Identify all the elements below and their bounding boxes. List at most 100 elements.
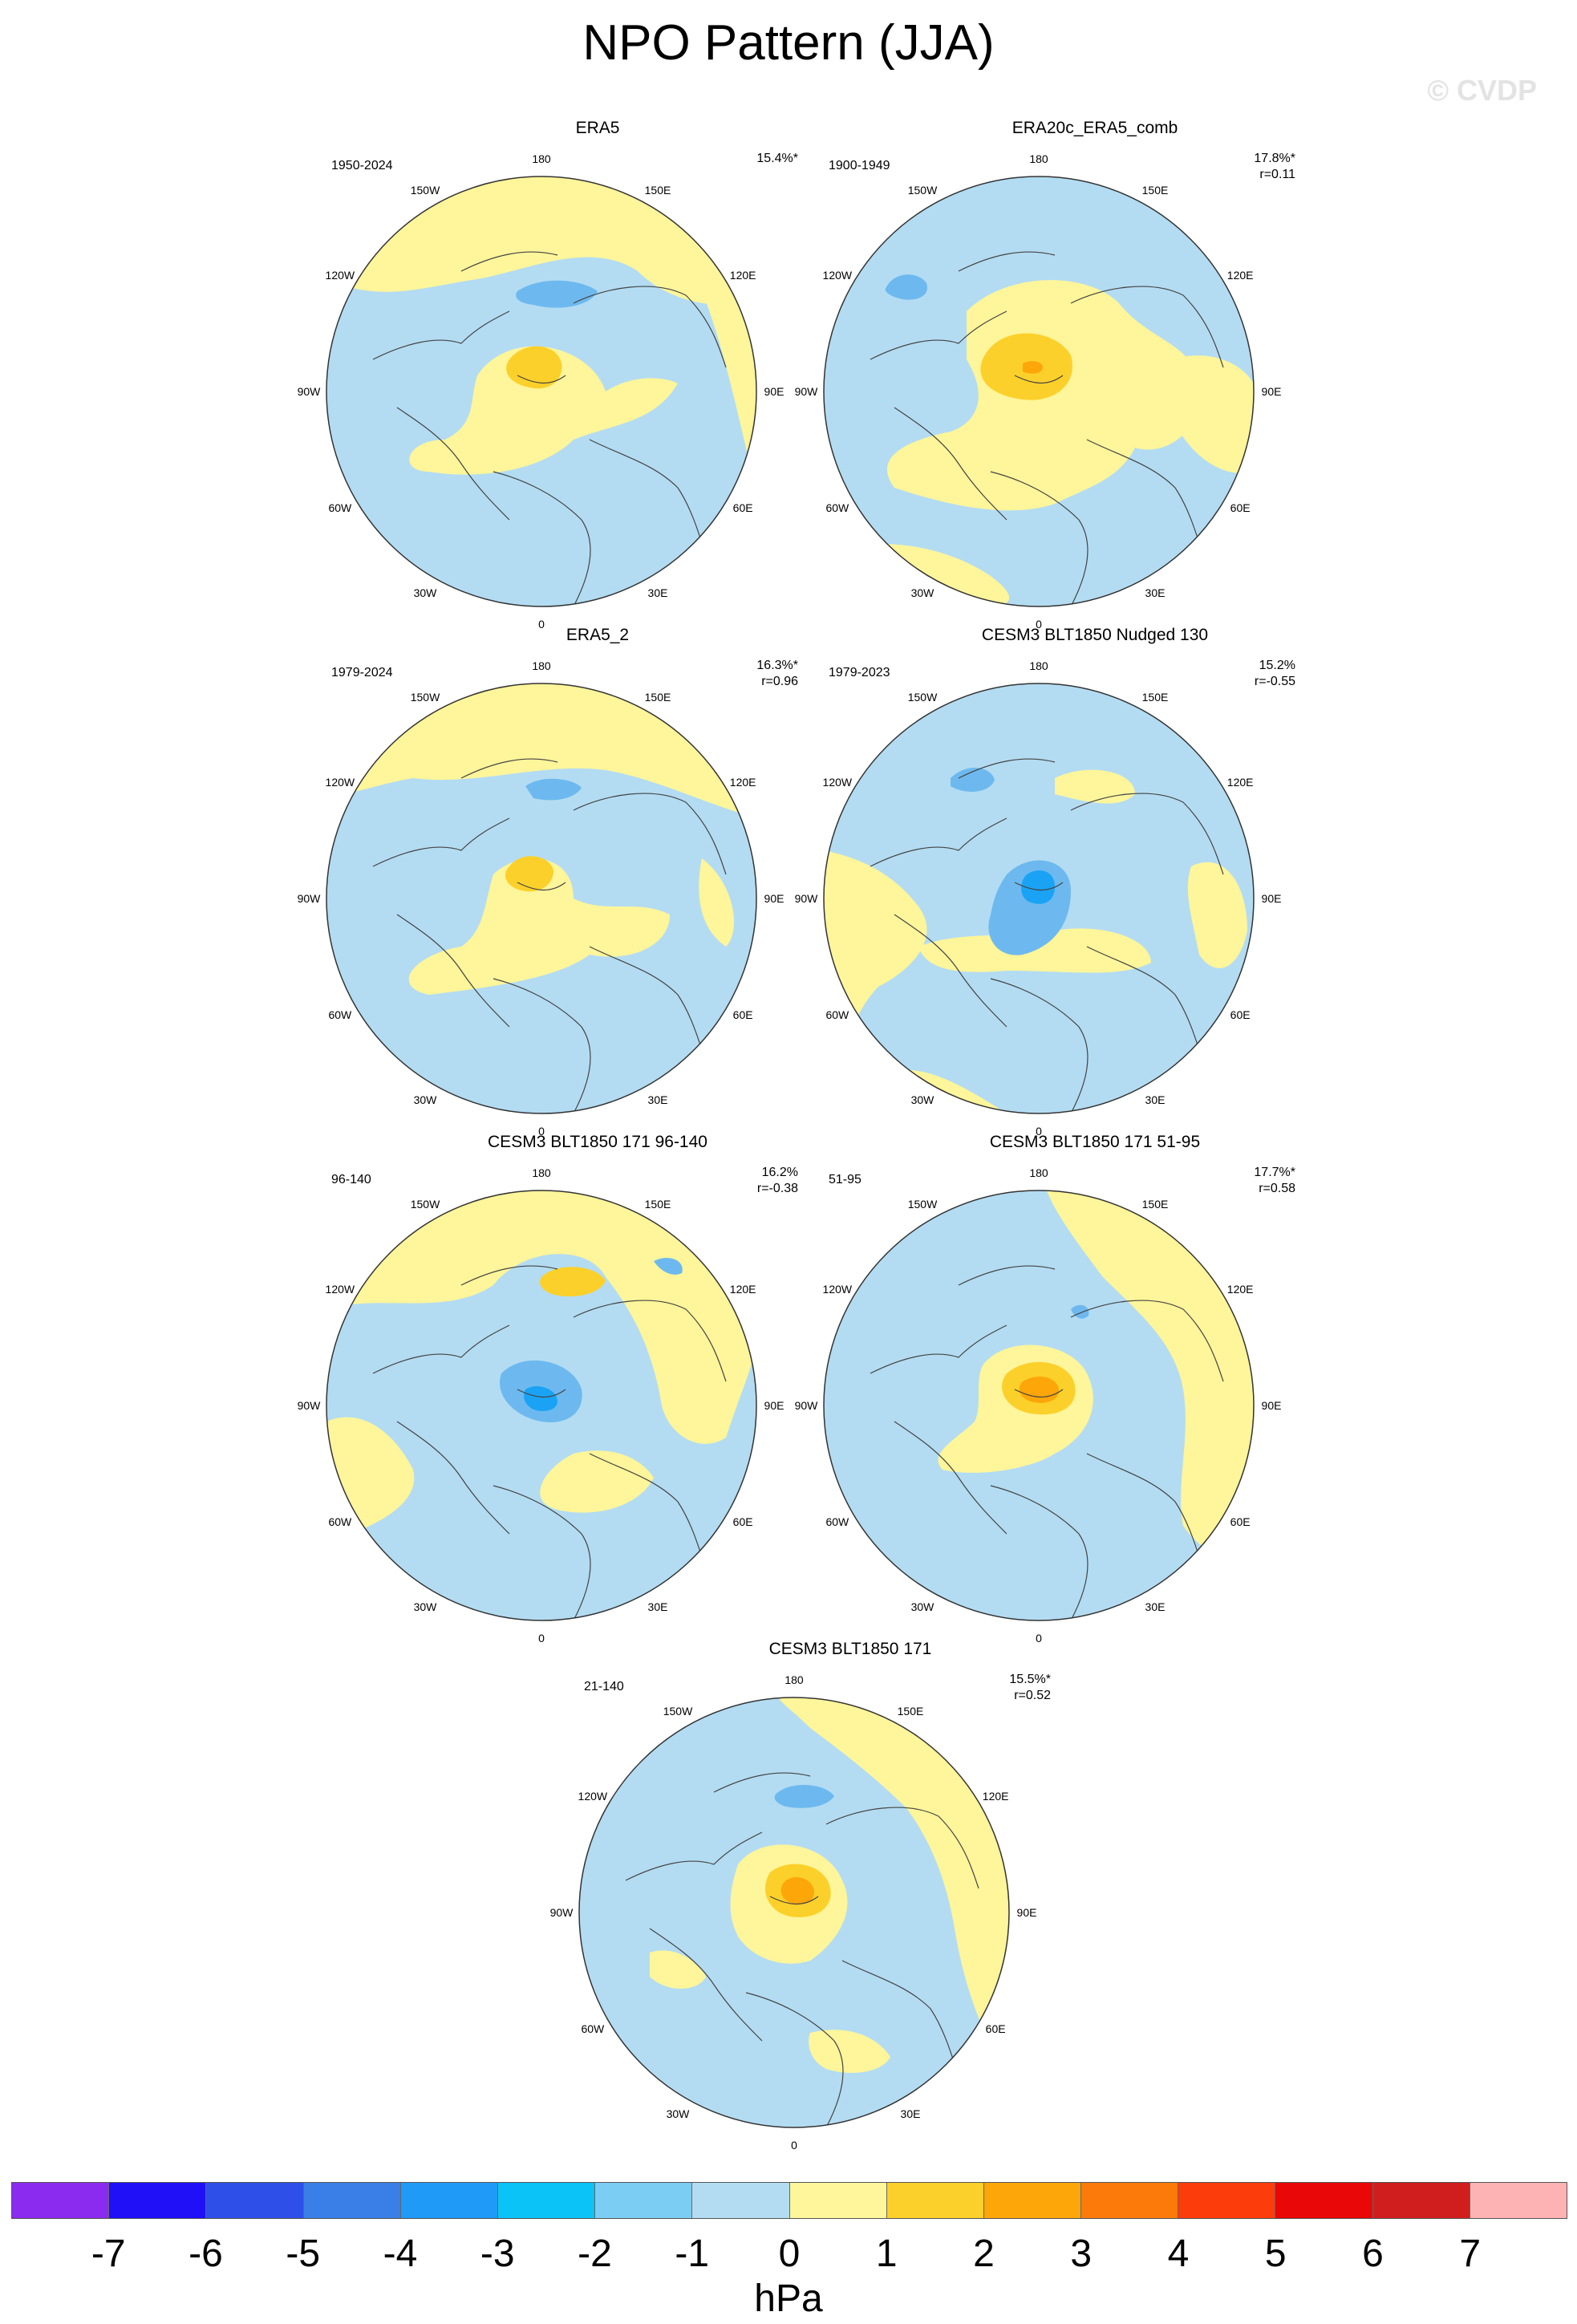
coastline <box>493 1485 591 1620</box>
colorbar-swatch <box>400 2183 498 2218</box>
anomaly-region <box>778 1697 1009 2073</box>
coastline <box>396 1421 510 1535</box>
colorbar-swatch <box>1081 2183 1179 2218</box>
colorbar-swatch <box>206 2183 304 2218</box>
longitude-label: 180 <box>532 1166 551 1179</box>
longitude-label: 60E <box>732 1515 753 1528</box>
longitude-label: 90E <box>764 892 784 905</box>
coastline <box>769 1896 819 1905</box>
map-boundary <box>823 1190 1255 1621</box>
panel-years: 21-140 <box>584 1680 624 1693</box>
panel-stats: 15.5%* r=0.52 <box>1009 1672 1051 1704</box>
coastline <box>958 1265 1056 1286</box>
cvdp-watermark: © CVDP <box>1427 74 1537 107</box>
longitude-label: 120W <box>325 776 355 789</box>
coastline <box>990 978 1088 1113</box>
panel-years: 1979-2023 <box>829 666 890 679</box>
longitude-label: 120E <box>1226 776 1254 789</box>
figure-title: NPO Pattern (JJA) <box>582 15 995 71</box>
coastline <box>1070 1300 1224 1382</box>
panel-variance: 15.2% <box>1259 659 1295 672</box>
coastline <box>372 817 510 867</box>
panel-stats: 15.4%* <box>756 151 798 167</box>
map-boundary <box>326 176 757 607</box>
longitude-label: 90W <box>794 892 818 905</box>
coastline <box>870 310 1007 360</box>
longitude-label: 120E <box>729 776 756 789</box>
colorbar-swatch <box>12 2183 110 2218</box>
longitude-label: 150E <box>644 1197 671 1211</box>
panel-title: ERA5_2 <box>566 626 630 644</box>
longitude-label: 180 <box>1029 659 1048 672</box>
longitude-label: 90W <box>549 1906 574 1919</box>
colorbar-swatch <box>789 2183 887 2218</box>
longitude-label: 60W <box>328 1515 352 1528</box>
longitude-label: 90W <box>297 892 321 905</box>
panel-stats: 17.8%* r=0.11 <box>1254 151 1295 183</box>
anomaly-region <box>1021 870 1055 904</box>
longitude-label: 150E <box>1141 1197 1169 1211</box>
longitude-label: 150W <box>410 690 440 704</box>
coastline <box>1014 882 1064 891</box>
colorbar-tick-label: -7 <box>91 2233 126 2275</box>
coastline <box>493 471 591 606</box>
longitude-label: 30E <box>647 1093 668 1107</box>
panel-stats: 16.2% r=-0.38 <box>757 1165 798 1197</box>
coastline <box>990 471 1088 606</box>
longitude-label: 90E <box>1261 385 1282 398</box>
colorbar-tick-label: 4 <box>1167 2233 1190 2275</box>
panel-title: ERA20c_ERA5_comb <box>1011 119 1178 137</box>
longitude-label: 0 <box>1036 618 1042 631</box>
colorbar-tick-label: -2 <box>578 2233 612 2275</box>
colorbar-swatch <box>1372 2183 1470 2218</box>
anomaly-region <box>1055 769 1135 804</box>
longitude-label: 60W <box>328 1008 352 1021</box>
longitude-label: 60W <box>581 2022 605 2035</box>
longitude-label: 180 <box>1029 1166 1048 1179</box>
coastline <box>1070 286 1224 368</box>
coastline <box>713 1772 811 1793</box>
panel-stats: 16.3%* r=0.96 <box>756 658 798 690</box>
anomaly-region <box>409 346 678 475</box>
anomaly-region <box>408 858 671 995</box>
anomaly-region <box>326 1190 756 1444</box>
longitude-label: 150W <box>410 1197 440 1211</box>
longitude-label: 150E <box>644 690 671 704</box>
coastline <box>372 310 510 360</box>
longitude-label: 120E <box>1226 269 1254 282</box>
anomaly-region <box>524 1385 557 1411</box>
longitude-label: 120E <box>982 1790 1009 1803</box>
colorbar-tick-label: 6 <box>1362 2233 1384 2275</box>
coastline <box>958 251 1056 272</box>
longitude-label: 120W <box>822 1283 853 1296</box>
coastline <box>573 1300 727 1382</box>
longitude-label: 150W <box>410 183 440 197</box>
longitude-label: 30E <box>1145 1600 1166 1614</box>
panel-correlation: r=-0.38 <box>756 1182 798 1195</box>
map-boundary <box>823 683 1255 1114</box>
longitude-label: 30E <box>900 2107 921 2121</box>
longitude-label: 90W <box>794 1399 818 1412</box>
panel-correlation: r=0.96 <box>761 675 798 688</box>
coastline <box>460 1265 558 1286</box>
longitude-label: 60E <box>985 2022 1006 2035</box>
map-panel: CESM3 BLT1850 171 51-95 51-95 17.7%* r=0.58… <box>795 1133 1376 1646</box>
anomaly-region <box>540 1267 606 1297</box>
anomaly-region <box>326 176 756 306</box>
coastline <box>625 1831 763 1881</box>
anomaly-region <box>650 1950 706 1989</box>
longitude-label: 0 <box>791 2139 797 2152</box>
longitude-label: 90E <box>1016 1906 1037 1919</box>
anomaly-region <box>326 683 756 818</box>
polar-map <box>326 1190 757 1621</box>
map-panel: CESM3 BLT1850 171 96-140 96-140 16.2% r=-0.… <box>298 1133 878 1646</box>
panel-variance: 17.7%* <box>1254 1166 1295 1179</box>
longitude-label: 30E <box>647 1600 668 1614</box>
map-boundary <box>578 1697 1010 2128</box>
panel-title: CESM3 BLT1850 171 51-95 <box>989 1133 1201 1151</box>
panel-correlation: r=0.11 <box>1259 168 1295 181</box>
coastline <box>990 1485 1088 1620</box>
coastline <box>894 1421 1007 1535</box>
longitude-label: 30W <box>910 586 934 600</box>
colorbar-tick-label: 2 <box>973 2233 995 2275</box>
